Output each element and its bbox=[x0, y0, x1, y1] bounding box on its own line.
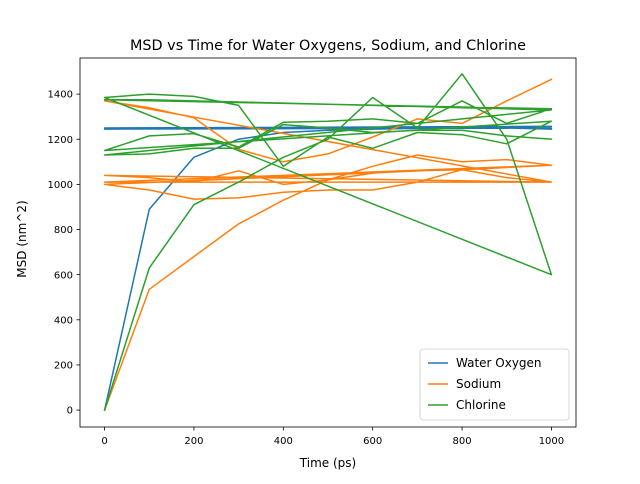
y-tick-label: 1400 bbox=[48, 90, 73, 101]
x-axis-label: Time (ps) bbox=[299, 456, 356, 470]
legend-label: Sodium bbox=[456, 377, 501, 391]
y-tick-label: 0 bbox=[67, 406, 73, 417]
y-tick-label: 600 bbox=[54, 270, 73, 281]
y-tick-label: 1000 bbox=[48, 180, 73, 191]
x-tick-label: 800 bbox=[453, 436, 472, 447]
y-tick-label: 200 bbox=[54, 361, 73, 372]
y-axis-label: MSD (nm^2) bbox=[15, 200, 29, 277]
series-line-chlorine bbox=[103, 73, 553, 412]
axes-layer: 0 200 400 600 800 1000 0 200 400 600 800 1000 1200 14… bbox=[48, 57, 577, 447]
legend: Water Oxygen Sodium Chlorine bbox=[419, 348, 570, 421]
x-tick-label: 0 bbox=[101, 436, 107, 447]
x-tick-label: 200 bbox=[184, 436, 203, 447]
legend-box bbox=[419, 348, 570, 421]
x-tick-label: 400 bbox=[274, 436, 293, 447]
chart-title: MSD vs Time for Water Oxygens, Sodium, a… bbox=[130, 38, 526, 54]
series-line-sodium bbox=[103, 78, 553, 412]
y-tick-label: 1200 bbox=[48, 135, 73, 146]
legend-label: Water Oxygen bbox=[456, 356, 542, 370]
x-tick-label: 1000 bbox=[539, 436, 564, 447]
series-layer bbox=[103, 73, 553, 412]
y-tick-label: 400 bbox=[54, 315, 73, 326]
x-tick-label: 600 bbox=[363, 436, 382, 447]
legend-label: Chlorine bbox=[456, 398, 506, 412]
axes-frame bbox=[79, 57, 577, 428]
y-tick-label: 800 bbox=[54, 225, 73, 236]
